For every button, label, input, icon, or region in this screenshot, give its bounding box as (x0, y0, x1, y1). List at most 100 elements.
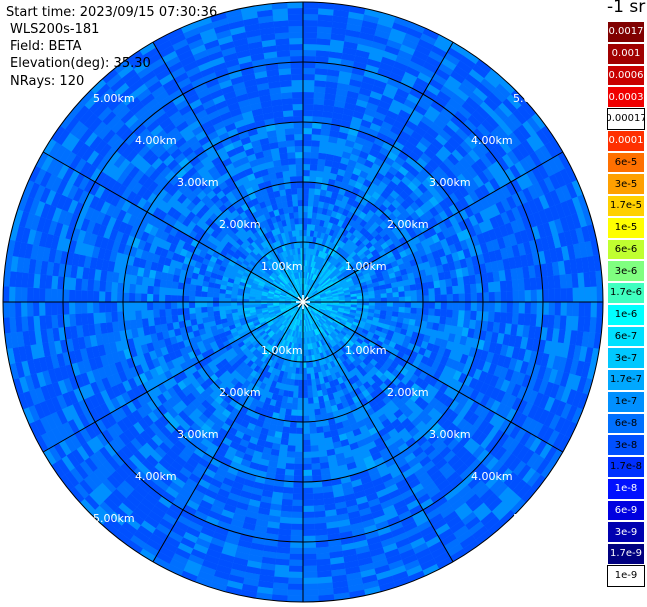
range-gate (383, 258, 391, 266)
range-gate (303, 397, 309, 404)
range-gate (239, 235, 247, 243)
range-gate (295, 292, 300, 298)
range-gate (278, 146, 288, 154)
range-gate (93, 312, 101, 324)
range-gate (428, 308, 435, 316)
range-gate (416, 289, 423, 296)
range-gate (239, 384, 248, 393)
range-gate (296, 278, 300, 285)
range-gate (309, 415, 316, 422)
range-gate (235, 338, 243, 345)
range-gate (219, 310, 226, 316)
range-gate (282, 492, 293, 500)
range-gate (386, 306, 393, 312)
range-gate (314, 516, 327, 524)
range-gate (380, 293, 387, 298)
range-gate (326, 294, 333, 297)
range-gate (291, 511, 303, 518)
range-gate (282, 225, 288, 233)
range-gate (208, 282, 215, 288)
range-gate (259, 280, 266, 285)
range-gate (418, 326, 427, 335)
range-gate (111, 311, 118, 323)
range-gate (415, 353, 424, 362)
range-gate (293, 116, 303, 123)
range-gate (290, 274, 295, 281)
range-gate (368, 305, 375, 310)
range-gate (328, 272, 335, 278)
range-gate (218, 212, 227, 222)
range-gate (197, 323, 205, 330)
range-gate (283, 390, 289, 397)
range-gate (280, 293, 287, 297)
range-gate (81, 313, 89, 326)
range-gate (289, 289, 295, 294)
range-gate (308, 304, 314, 308)
range-gate (321, 388, 328, 396)
range-gate (303, 385, 308, 392)
range-gate (296, 361, 300, 368)
range-gate (432, 322, 440, 331)
range-gate (308, 272, 311, 279)
range-gate (342, 387, 350, 396)
range-gate (294, 285, 299, 292)
range-gate (322, 252, 328, 260)
range-gate (307, 305, 313, 310)
range-gate (278, 226, 285, 234)
range-gate (303, 391, 308, 398)
range-gate (375, 340, 384, 347)
range-gate (135, 293, 142, 302)
range-gate (300, 284, 302, 291)
range-gate (339, 362, 346, 370)
range-gate (201, 307, 208, 313)
range-gate (248, 274, 255, 280)
range-gate (308, 194, 315, 201)
range-gate (308, 297, 315, 301)
range-gate (440, 294, 447, 302)
range-gate (290, 373, 296, 380)
range-gate (309, 164, 318, 171)
range-gate (219, 297, 226, 302)
range-gate (251, 329, 258, 335)
range-gate (308, 302, 315, 304)
range-gate (382, 199, 392, 209)
range-gate (226, 281, 234, 287)
range-gate (348, 362, 356, 370)
range-gate (222, 340, 231, 347)
range-gate (258, 259, 265, 266)
range-gate (315, 334, 321, 342)
range-gate (380, 242, 389, 250)
range-gate (355, 269, 362, 275)
range-gate (296, 170, 303, 177)
range-gate (327, 255, 333, 262)
range-gate (303, 236, 307, 243)
range-gate (330, 287, 337, 292)
range-gate (206, 331, 214, 339)
range-gate (317, 346, 323, 354)
range-gate (355, 357, 363, 365)
range-gate (350, 307, 357, 311)
range-gate (202, 338, 210, 346)
range-gate (200, 381, 210, 391)
range-gate (309, 302, 315, 304)
range-gate (452, 302, 459, 311)
range-gate (259, 330, 266, 336)
range-gate (370, 390, 379, 400)
range-gate (212, 357, 221, 366)
range-gate (287, 152, 296, 159)
range-gate (434, 337, 443, 347)
range-gate (285, 302, 292, 304)
range-gate (418, 248, 427, 257)
range-gate (296, 355, 301, 362)
range-gate (233, 263, 241, 270)
range-gate (263, 239, 270, 247)
range-gate (386, 287, 393, 294)
range-gate (494, 302, 501, 313)
range-gate (303, 290, 305, 296)
range-gate (334, 281, 341, 286)
range-gate (333, 352, 339, 360)
range-gate (306, 266, 309, 273)
range-gate (428, 288, 435, 296)
range-gate (255, 419, 265, 428)
range-gate (358, 354, 366, 362)
